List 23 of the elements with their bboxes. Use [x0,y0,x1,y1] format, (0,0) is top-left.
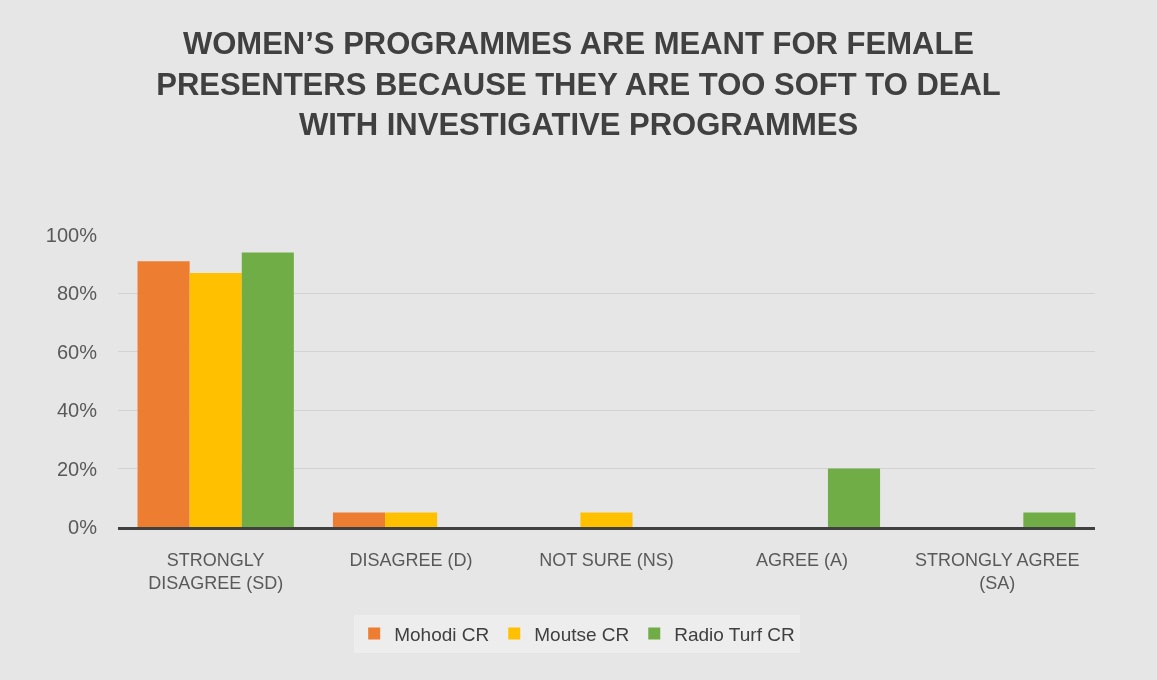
bar [137,261,190,527]
y-tick-label: 20% [56,457,98,480]
x-tick-label: STRONGLY DISAGREE (SD) [148,549,284,593]
x-tick-label: AGREE (A) [755,549,848,570]
legend-label: Mohodi CR [394,623,490,645]
bar [241,252,294,527]
y-tick-label: 100% [45,224,98,246]
legend-label: Moutse CR [534,623,630,645]
bar [1023,512,1076,527]
x-tick-label: STRONGLY AGREE (SA) [915,549,1080,593]
legend-label: Radio Turf CR [674,623,795,645]
bar [332,512,386,527]
bar [385,512,438,527]
y-tick-label: 0% [68,516,98,538]
y-tick-label: 40% [56,399,98,422]
y-tick-label: 60% [56,340,98,363]
y-tick-label: 80% [56,282,98,305]
x-tick-label: DISAGREE (D) [349,549,473,570]
bar [580,512,633,527]
bar [189,272,242,527]
bar [827,468,881,527]
chart-title: WOMEN’S PROGRAMMES ARE MEANT FOR FEMALE PRESENTERS BECAUSE THEY ARE TOO SOFT TO DEAL WITH INVESTIGATIVE PROGRAMMES [156,26,1001,142]
x-tick-label: NOT SURE (NS) [539,549,674,570]
